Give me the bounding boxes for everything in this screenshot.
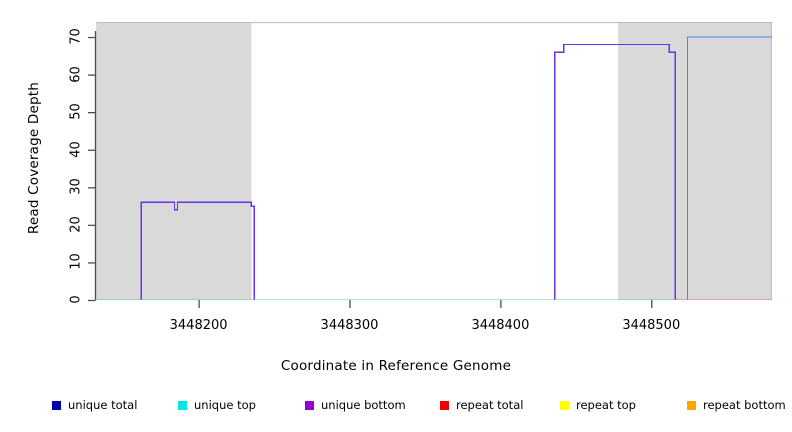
y-tick-label: 30 xyxy=(68,178,84,196)
legend-item-unique-total: unique total xyxy=(52,398,137,412)
y-tick-label: 70 xyxy=(68,28,84,45)
shaded-regions xyxy=(96,22,772,300)
y-tick-label: 40 xyxy=(68,140,84,158)
legend-item-repeat-total: repeat total xyxy=(440,398,523,412)
coverage-plot-svg xyxy=(96,22,772,300)
legend-label: repeat bottom xyxy=(703,398,786,412)
x-tick-label: 3448200 xyxy=(169,318,228,333)
y-axis-label: Read Coverage Depth xyxy=(26,81,42,235)
legend-item-repeat-bottom: repeat bottom xyxy=(687,398,786,412)
shaded-region-1 xyxy=(618,22,772,300)
legend-item-repeat-top: repeat top xyxy=(560,398,636,412)
legend-label: unique bottom xyxy=(321,398,406,412)
y-axis-line-and-ticks xyxy=(88,31,97,302)
plot-frame xyxy=(96,22,772,300)
legend-item-unique-bottom: unique bottom xyxy=(305,398,406,412)
y-tick-label: 50 xyxy=(68,103,84,120)
y-tick-label: 10 xyxy=(68,253,84,271)
legend-swatch-icon xyxy=(560,400,569,410)
legend-swatch-icon xyxy=(178,400,187,410)
x-tick-label: 3448300 xyxy=(320,318,379,333)
legend-swatch-icon xyxy=(440,400,449,410)
legend-swatch-icon xyxy=(52,400,61,410)
legend-swatch-icon xyxy=(687,400,696,410)
y-tick-label: 0 xyxy=(68,295,84,304)
legend-swatch-icon xyxy=(305,400,314,410)
x-axis-label: Coordinate in Reference Genome xyxy=(280,358,512,374)
y-tick-label: 20 xyxy=(68,216,84,233)
legend-label: unique total xyxy=(68,398,138,412)
series-unique-bottom xyxy=(96,43,772,300)
legend: unique total unique top unique bottom repea… xyxy=(0,398,792,420)
data-series-group xyxy=(96,36,772,300)
legend-label: repeat total xyxy=(456,398,524,412)
legend-label: unique top xyxy=(194,398,256,412)
series-unique-total xyxy=(686,36,772,300)
shaded-region-0 xyxy=(96,22,252,300)
x-tick-label: 3448400 xyxy=(471,318,530,333)
legend-item-unique-top: unique top xyxy=(178,398,256,412)
plot-area xyxy=(96,22,772,300)
x-tick-label: 3448500 xyxy=(622,318,681,333)
y-tick-label: 60 xyxy=(68,65,84,83)
x-axis-ticks xyxy=(198,300,653,308)
legend-label: repeat top xyxy=(576,398,636,412)
